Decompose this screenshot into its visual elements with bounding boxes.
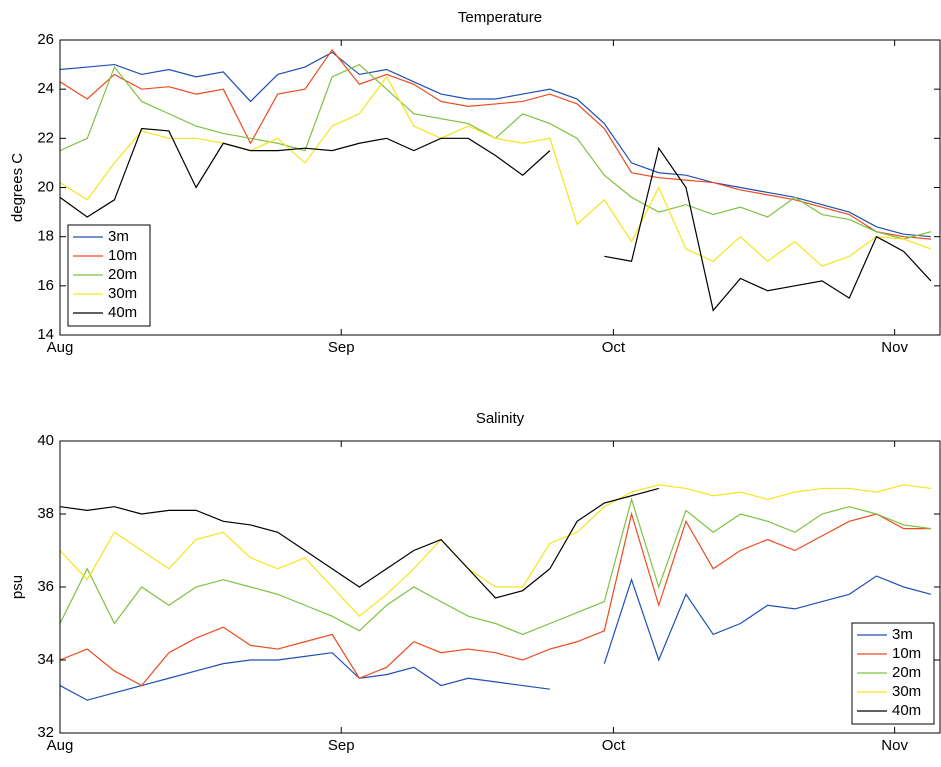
x-tick-label: Aug: [47, 737, 74, 754]
subplot: Salinity psu 32 34 36 38 40 Aug Sep Oct Nov 3m 10m 20…: [9, 410, 941, 754]
legend-label: 10m: [108, 247, 137, 264]
y-tick-label: 40: [37, 432, 54, 449]
y-tick-label: 20: [37, 178, 54, 195]
series-line: [60, 484, 932, 618]
chart-title: Temperature: [458, 9, 542, 26]
y-tick-label: 38: [37, 505, 54, 522]
x-tick-label: Oct: [602, 339, 626, 356]
legend-label: 30m: [108, 285, 137, 302]
legend-label: 3m: [892, 626, 913, 643]
chart-title: Salinity: [476, 410, 525, 427]
subplot: Temperature degrees C 14 16 18 20 22 24 26 Aug Sep…: [9, 9, 941, 356]
series-line: [60, 497, 932, 636]
y-axis-label: degrees C: [9, 153, 26, 222]
axes-frame: [59, 39, 941, 336]
legend-label: 30m: [892, 683, 921, 700]
y-tick-label: 32: [37, 724, 54, 741]
legend-label: 40m: [892, 702, 921, 719]
x-tick-label: Aug: [47, 339, 74, 356]
legend-label: 40m: [108, 304, 137, 321]
y-tick-label: 22: [37, 129, 54, 146]
y-tick-label: 24: [37, 80, 54, 97]
y-axis-label: psu: [9, 575, 26, 599]
series-line: [60, 487, 659, 599]
series-line: [60, 511, 931, 687]
x-tick-label: Oct: [602, 737, 626, 754]
x-tick-label: Nov: [881, 339, 908, 356]
x-tick-label: Sep: [328, 737, 355, 754]
plot-area: [60, 484, 932, 701]
y-tick-label: 26: [37, 31, 54, 48]
series-line: [60, 51, 931, 238]
y-tick-label: 16: [37, 277, 54, 294]
legend-label: 3m: [108, 228, 129, 245]
legend-label: 10m: [892, 645, 921, 662]
plot-area: [60, 48, 932, 312]
legend-label: 20m: [108, 266, 137, 283]
series-line: [60, 63, 932, 240]
legend: 3m 10m 20m 30m 40m: [67, 224, 151, 327]
series-line: [60, 127, 932, 312]
y-tick-label: 18: [37, 228, 54, 245]
series-line: [60, 48, 931, 240]
x-tick-label: Sep: [328, 339, 355, 356]
y-tick-label: 14: [37, 326, 54, 343]
legend-label: 20m: [892, 664, 921, 681]
legend: 3m 10m 20m 30m 40m: [851, 622, 935, 725]
x-tick-label: Nov: [881, 737, 908, 754]
series-line: [60, 75, 932, 267]
y-tick-label: 36: [37, 578, 54, 595]
series-line: [60, 575, 932, 701]
y-tick-label: 34: [37, 651, 54, 668]
